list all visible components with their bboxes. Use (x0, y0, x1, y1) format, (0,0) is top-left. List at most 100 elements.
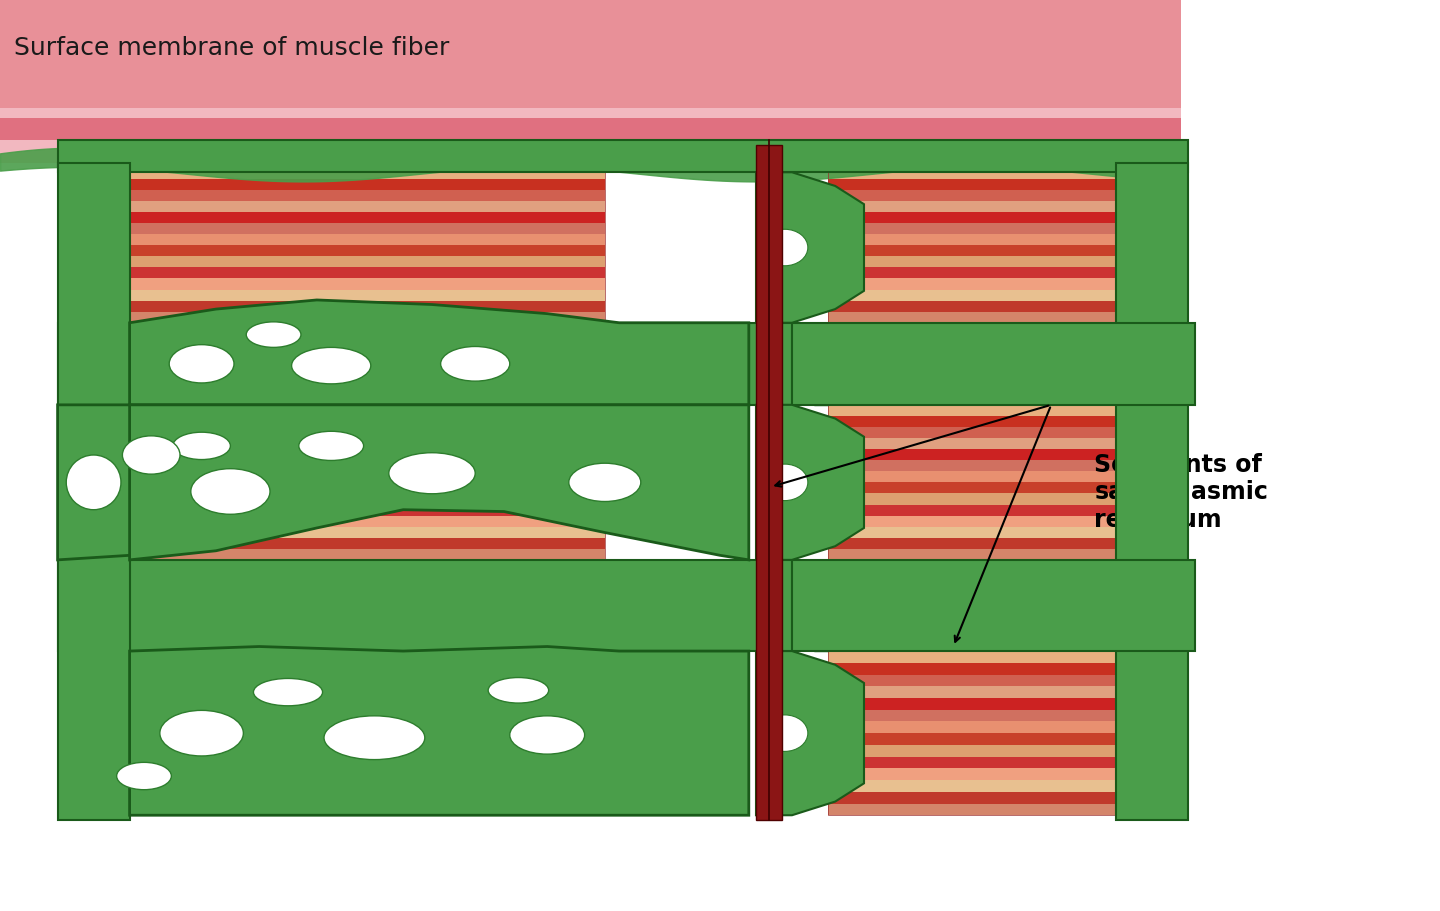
Bar (130, 268, 605, 279)
Bar (130, 675, 605, 687)
Polygon shape (1116, 164, 1188, 820)
Bar (828, 190, 1116, 201)
Bar (130, 663, 605, 675)
Polygon shape (58, 164, 130, 820)
Bar (828, 268, 1116, 279)
Bar (130, 687, 605, 698)
Ellipse shape (173, 433, 230, 460)
Bar (130, 169, 605, 179)
Bar (756, 146, 782, 820)
Polygon shape (756, 173, 864, 323)
Bar (828, 698, 1116, 710)
Bar (130, 246, 605, 257)
Bar (828, 675, 1116, 687)
Ellipse shape (441, 347, 510, 382)
Polygon shape (58, 405, 245, 560)
Ellipse shape (160, 711, 243, 756)
Bar (130, 516, 605, 527)
Bar (828, 427, 1116, 438)
Ellipse shape (762, 465, 808, 501)
Bar (130, 698, 605, 710)
Bar (828, 213, 1116, 224)
Ellipse shape (324, 716, 425, 760)
Ellipse shape (246, 322, 301, 348)
Polygon shape (756, 405, 864, 560)
Bar (828, 780, 1116, 792)
Bar (130, 257, 605, 268)
Bar (130, 405, 605, 560)
Ellipse shape (122, 436, 180, 475)
Bar (130, 291, 605, 302)
Bar (130, 505, 605, 516)
Polygon shape (58, 141, 1188, 173)
Bar (828, 710, 1116, 722)
Bar (130, 549, 605, 560)
Polygon shape (814, 560, 828, 651)
Bar (130, 538, 605, 549)
Bar (130, 757, 605, 769)
Bar (130, 651, 605, 815)
Bar (130, 483, 605, 494)
Bar (130, 201, 605, 213)
Bar (130, 235, 605, 246)
Bar (130, 722, 605, 733)
Polygon shape (58, 323, 792, 405)
Bar (130, 312, 605, 323)
Bar (130, 461, 605, 472)
Bar (828, 279, 1116, 291)
Bar (828, 179, 1116, 190)
Ellipse shape (569, 464, 641, 502)
Bar (130, 769, 605, 780)
Bar (828, 516, 1116, 527)
Bar (828, 505, 1116, 516)
Bar (828, 302, 1116, 312)
Ellipse shape (117, 763, 171, 790)
Bar (828, 169, 1116, 323)
Ellipse shape (762, 715, 808, 752)
Ellipse shape (762, 230, 808, 266)
Bar (828, 438, 1116, 450)
Ellipse shape (190, 469, 271, 515)
Bar (130, 427, 605, 438)
Bar (130, 179, 605, 190)
Bar (828, 405, 1116, 416)
Bar (828, 769, 1116, 780)
Bar (130, 710, 605, 722)
Bar (130, 651, 605, 663)
Ellipse shape (170, 345, 235, 384)
Bar (828, 804, 1116, 815)
Ellipse shape (300, 432, 363, 461)
Bar (130, 224, 605, 235)
Ellipse shape (488, 678, 549, 703)
Bar (828, 745, 1116, 757)
Bar (130, 438, 605, 450)
Bar (828, 416, 1116, 427)
Text: Surface membrane of muscle fiber: Surface membrane of muscle fiber (14, 36, 449, 60)
Bar (130, 745, 605, 757)
Bar (130, 416, 605, 427)
Bar (0, 0, 1181, 109)
Bar (828, 538, 1116, 549)
Bar (828, 291, 1116, 302)
Bar (828, 663, 1116, 675)
Bar (130, 405, 605, 416)
Bar (828, 757, 1116, 769)
Bar (828, 792, 1116, 804)
Bar (828, 201, 1116, 213)
Bar (828, 235, 1116, 246)
Bar (828, 651, 1116, 815)
Bar (828, 405, 1116, 560)
Bar (130, 213, 605, 224)
Bar (828, 450, 1116, 461)
Bar (130, 279, 605, 291)
Bar (828, 169, 1116, 179)
Polygon shape (130, 405, 749, 560)
Ellipse shape (389, 454, 475, 494)
Bar (130, 780, 605, 792)
Polygon shape (58, 560, 792, 651)
Ellipse shape (66, 456, 121, 510)
Bar (0, 0, 1181, 164)
Ellipse shape (291, 348, 372, 384)
Bar (828, 722, 1116, 733)
Bar (130, 169, 605, 323)
